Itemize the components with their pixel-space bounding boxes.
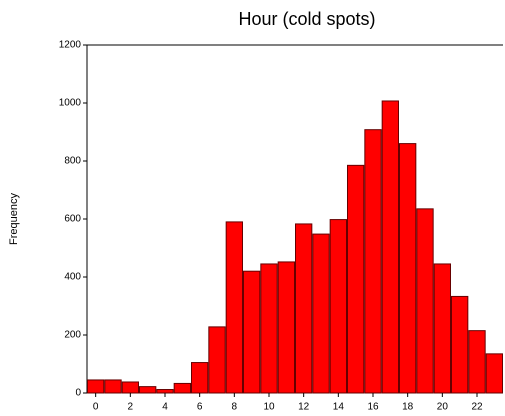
bar (260, 263, 278, 394)
x-tick-label: 14 (333, 402, 345, 413)
bar (295, 223, 313, 394)
y-tick-label: 200 (64, 330, 81, 341)
x-tick-label: 0 (93, 402, 99, 413)
bar (87, 379, 105, 394)
y-tick-label: 400 (64, 272, 81, 283)
x-tick-label: 16 (367, 402, 379, 413)
bar (347, 164, 365, 394)
bar (277, 261, 295, 394)
bar (121, 381, 139, 394)
bar (173, 382, 192, 394)
x-tick-label: 6 (197, 402, 203, 413)
bar (243, 270, 261, 394)
bar (191, 362, 209, 394)
x-tick-label: 8 (232, 402, 238, 413)
bar (156, 389, 174, 394)
bar (104, 379, 122, 394)
bar (381, 100, 399, 394)
x-tick-label: 10 (263, 402, 275, 413)
bar (312, 233, 330, 394)
y-tick-label: 1200 (59, 40, 82, 51)
y-tick-label: 800 (64, 156, 81, 167)
y-axis-label: Frequency (8, 193, 20, 245)
x-tick-label: 20 (437, 402, 449, 413)
bar (416, 208, 434, 394)
y-tick-label: 600 (64, 214, 81, 225)
bar (485, 353, 503, 394)
bar (208, 326, 226, 394)
y-tick-label: 1000 (59, 98, 82, 109)
x-tick-label: 4 (162, 402, 168, 413)
x-tick-label: 18 (402, 402, 414, 413)
bar (399, 143, 417, 394)
y-tick-label: 0 (75, 388, 81, 399)
bar (139, 386, 157, 394)
bar (364, 129, 382, 394)
chart-title: Hour (cold spots) (238, 9, 375, 29)
x-tick-label: 12 (298, 402, 310, 413)
bar (225, 221, 244, 394)
x-tick-label: 2 (128, 402, 134, 413)
bar (468, 330, 486, 394)
bar (451, 295, 469, 394)
bar (329, 219, 347, 394)
x-tick-label: 22 (471, 402, 483, 413)
bar (433, 263, 451, 394)
